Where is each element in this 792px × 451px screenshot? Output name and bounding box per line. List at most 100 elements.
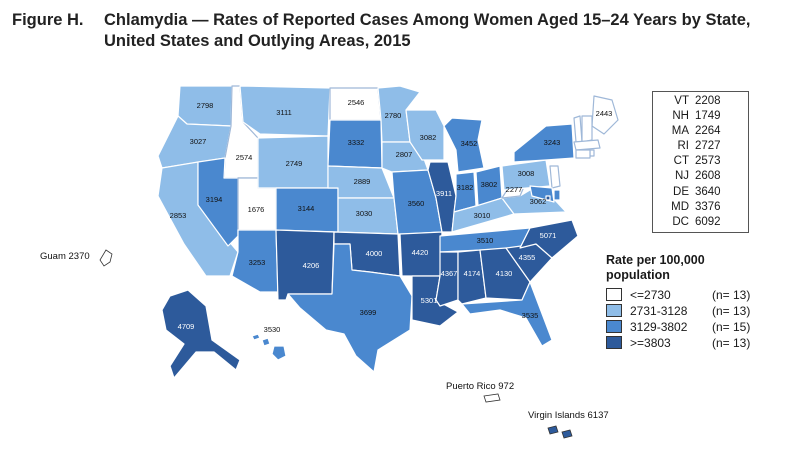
legend-item: 2731-3128 (n= 13) — [606, 303, 786, 318]
state-rate-label-mt: 3111 — [276, 108, 292, 117]
small-state-abbr: VT — [674, 95, 689, 107]
state-rate-label-ia: 2807 — [396, 150, 413, 159]
guam-shape — [99, 249, 113, 267]
state-rate-label-id: 2574 — [236, 153, 253, 162]
small-state-value: 3640 — [695, 185, 721, 198]
state-rate-label-wa: 2798 — [197, 101, 214, 110]
state-rate-label-la: 5301 — [421, 296, 438, 305]
legend-swatch — [606, 304, 622, 317]
state-de — [553, 189, 561, 201]
small-state-value: 2208 — [695, 95, 721, 107]
virgin-islands-shape — [547, 425, 573, 439]
state-rate-label-ok: 4000 — [366, 249, 383, 258]
title-line-2: United States and Outlying Areas, 2015 — [104, 32, 411, 50]
puerto-rico-label: Puerto Rico 972 — [446, 381, 514, 392]
state-tx — [287, 243, 413, 373]
state-rate-label-oh: 3802 — [481, 180, 498, 189]
state-pa — [501, 159, 551, 191]
small-state-value: 2727 — [695, 140, 721, 153]
virgin-islands-label: Virgin Islands 6137 — [528, 410, 609, 421]
small-state-row: NH 1749 — [653, 109, 748, 124]
state-rate-label-tn: 3510 — [477, 236, 494, 245]
state-rate-label-or: 3027 — [190, 137, 207, 146]
state-rate-label-co: 3144 — [298, 204, 315, 213]
state-wi — [405, 109, 445, 161]
state-rate-label-ne: 2889 — [354, 177, 371, 186]
legend-count-label: (n= 13) — [712, 287, 751, 302]
state-dc — [545, 195, 551, 201]
state-rate-label-va: 3062 — [530, 197, 547, 206]
small-state-value: 2264 — [695, 125, 721, 138]
legend-count-label: (n= 15) — [712, 319, 751, 334]
state-rate-label-ga: 4130 — [496, 269, 513, 278]
state-rate-label-me: 2443 — [596, 109, 613, 118]
state-rate-label-al: 4174 — [464, 269, 481, 278]
legend-item: <=2730 (n= 13) — [606, 287, 786, 302]
legend-range-label: 2731-3128 — [630, 303, 688, 318]
state-rate-label-wy: 2749 — [286, 159, 303, 168]
state-nc — [519, 219, 579, 259]
legend-item: >=3803 (n= 13) — [606, 335, 786, 350]
guam-label: Guam 2370 — [40, 251, 90, 262]
small-state-value: 6092 — [695, 215, 721, 228]
figure-number: Figure H. — [12, 11, 84, 29]
state-rate-label-az: 3253 — [249, 258, 266, 267]
puerto-rico-shape — [483, 393, 501, 403]
small-state-row: NJ 2608 — [653, 169, 748, 184]
state-rate-label-nd: 2546 — [348, 98, 365, 107]
state-rate-label-ak: 4709 — [178, 322, 195, 331]
legend-swatch — [606, 288, 622, 301]
small-state-abbr: MA — [671, 125, 689, 138]
small-state-abbr: RI — [677, 140, 690, 153]
small-state-row: DC 6092 — [653, 215, 748, 230]
state-ak — [161, 289, 241, 379]
state-ma — [573, 139, 601, 151]
legend-title-line-2: population — [606, 268, 670, 282]
state-ny — [513, 123, 575, 163]
legend-count-label: (n= 13) — [712, 335, 751, 350]
map-legend: Rate per 100,000 population <=2730 (n= 13… — [606, 253, 786, 350]
legend-item: 3129-3802 (n= 15) — [606, 319, 786, 334]
small-state-row: MD 3376 — [653, 200, 748, 215]
small-state-row: RI 2727 — [653, 139, 748, 154]
legend-range-label: 3129-3802 — [630, 319, 688, 334]
small-state-abbr: NH — [672, 110, 689, 123]
state-rate-label-ky: 3010 — [474, 211, 491, 220]
legend-title-line-1: Rate per 100,000 — [606, 253, 705, 267]
state-rate-label-fl: 3535 — [522, 311, 539, 320]
small-state-row: DE 3640 — [653, 185, 748, 200]
state-rate-label-wi: 3082 — [420, 133, 437, 142]
small-state-value: 2573 — [695, 155, 721, 168]
small-state-abbr: NJ — [674, 170, 689, 183]
state-rate-label-pa: 3008 — [518, 169, 535, 178]
state-rate-label-in: 3182 — [457, 183, 474, 192]
state-rate-label-ms: 4367 — [441, 269, 458, 278]
state-rate-label-tx: 3699 — [360, 308, 377, 317]
state-rate-label-mo: 3560 — [408, 199, 425, 208]
legend-swatch — [606, 320, 622, 333]
state-rate-label-ks: 3030 — [356, 209, 373, 218]
legend-range-label: >=3803 — [630, 335, 671, 350]
state-rate-label-wv: 2277 — [506, 185, 523, 194]
small-state-abbr: DC — [672, 215, 689, 228]
small-state-value: 2608 — [695, 170, 721, 183]
state-rate-label-mn: 2780 — [385, 111, 402, 120]
state-vt — [573, 115, 583, 143]
state-in — [453, 171, 477, 213]
state-mt — [239, 85, 331, 137]
state-hi — [251, 333, 287, 361]
state-nj — [549, 165, 561, 189]
small-state-abbr: CT — [673, 155, 689, 168]
state-al — [457, 249, 487, 305]
small-state-row: VT 2208 — [653, 94, 748, 109]
state-rate-label-il: 3911 — [436, 189, 452, 198]
state-mi — [443, 117, 485, 173]
small-state-row: MA 2264 — [653, 124, 748, 139]
state-rate-label-ar: 4420 — [412, 248, 429, 257]
state-rate-label-ca: 2853 — [170, 211, 187, 220]
figure-title: Figure H. Chlamydia — Rates of Reported C… — [12, 10, 782, 52]
state-rate-label-nv: 3194 — [206, 195, 223, 204]
small-state-abbr: MD — [671, 200, 689, 213]
state-fl — [461, 281, 553, 347]
